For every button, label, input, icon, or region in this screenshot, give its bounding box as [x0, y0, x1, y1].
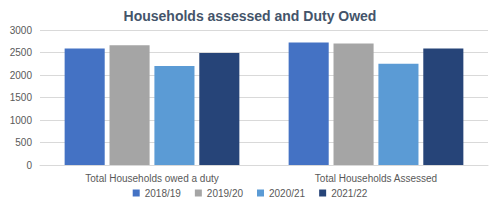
svg-text:2020/21: 2020/21 — [269, 188, 306, 199]
svg-text:2018/19: 2018/19 — [145, 188, 182, 199]
svg-text:3000: 3000 — [10, 25, 33, 36]
svg-text:2021/22: 2021/22 — [331, 188, 368, 199]
svg-text:1000: 1000 — [10, 115, 33, 126]
svg-text:1500: 1500 — [10, 92, 33, 103]
svg-text:Total Households owed a duty: Total Households owed a duty — [85, 173, 218, 184]
svg-text:Total Households Assessed: Total Households Assessed — [315, 173, 437, 184]
svg-text:0: 0 — [26, 160, 32, 171]
svg-text:2500: 2500 — [10, 47, 33, 58]
svg-text:2019/20: 2019/20 — [207, 188, 244, 199]
svg-text:500: 500 — [15, 137, 32, 148]
svg-text:Households assessed and Duty O: Households assessed and Duty Owed — [124, 8, 377, 24]
svg-text:2000: 2000 — [10, 70, 33, 81]
